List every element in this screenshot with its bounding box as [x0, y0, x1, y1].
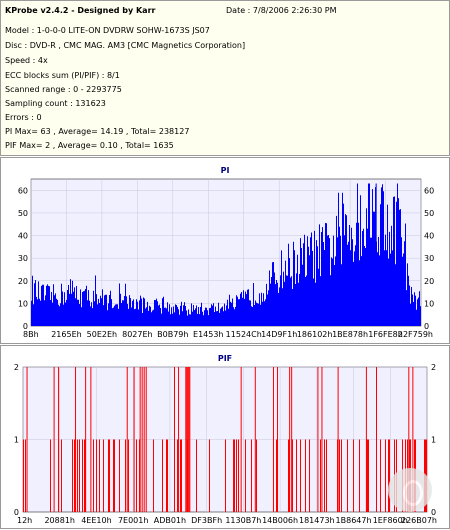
pif-x-tick-label: 20881h — [44, 516, 75, 525]
pif-x-tick-label: 226B07h — [401, 516, 437, 525]
pi-x-tick-label: 22F759h — [398, 330, 433, 339]
pi-y-tick-label: 40 — [18, 232, 28, 241]
pi-y-tick-label: 20 — [18, 277, 28, 286]
pi-y-tick-label: 0 — [23, 322, 28, 331]
pif-y-tick-label-right: 2 — [431, 363, 436, 372]
watermark-logo — [388, 468, 432, 512]
pi-x-tick-label: 1F6FE8h — [368, 330, 403, 339]
pif-x-tick-label: 1130B7h — [225, 516, 261, 525]
pif-series — [23, 367, 427, 512]
pif-y-tick-label: 2 — [14, 363, 19, 372]
pi-y-tick-label: 10 — [18, 299, 28, 308]
disc-line: Disc : DVD-R , CMC MAG. AM3 [CMC Magneti… — [5, 41, 246, 50]
pif-y-tick-label-right: 0 — [431, 508, 436, 517]
pi-x-tick-label: 8Bh — [23, 330, 39, 339]
pif-y-axis-left: 0 1 2 — [14, 363, 19, 517]
pi-y-tick-label-right: 50 — [424, 209, 434, 218]
pi-x-tick-label: 8027Eh — [122, 330, 152, 339]
pi-x-tick-label: 11524Ch — [226, 330, 262, 339]
pi-series — [31, 183, 421, 326]
pi-x-tick-label: E1453h — [193, 330, 223, 339]
errors-line: Errors : 0 — [5, 113, 42, 122]
pif-x-tick-label: ADB01h — [154, 516, 186, 525]
pif-x-axis: 12h 20881h 4EE10h 7E001h ADB01h DF3BFh 1130B7h… — [17, 516, 437, 525]
pif-x-tick-label: 4EE10h — [81, 516, 111, 525]
app-title: KProbe v2.4.2 - Designed by Karr — [5, 6, 156, 15]
pi-summary-line: PI Max= 63 , Average= 14.19 , Total= 238… — [5, 127, 190, 136]
pi-y-tick-label: 50 — [18, 209, 28, 218]
pif-chart-title: PIF — [218, 354, 232, 363]
pif-y-tick-label-right: 1 — [431, 436, 436, 445]
pi-x-tick-label: 50E2Eh — [87, 330, 117, 339]
pi-y-axis-left: 0 10 20 30 40 50 60 — [18, 186, 28, 331]
info-panel: KProbe v2.4.2 - Designed by Karr Date : … — [0, 0, 450, 156]
pi-y-tick-label: 30 — [18, 254, 28, 263]
sampling-line: Sampling count : 131623 — [5, 99, 106, 108]
pi-chart-panel: PI 0 10 20 30 40 50 60 0 10 20 30 40 50 60 8Bh 2165Eh… — [0, 157, 450, 344]
pi-x-tick-label: 186102h — [297, 330, 333, 339]
pif-summary-line: PIF Max= 2 , Average= 0.10 , Total= 1635 — [5, 141, 174, 150]
pi-x-tick-label: 14D9F1h — [261, 330, 297, 339]
pif-x-tick-label: 12h — [17, 516, 32, 525]
pi-series-area — [31, 183, 421, 326]
pi-y-tick-label: 60 — [18, 186, 28, 195]
scan-date: Date : 7/8/2006 2:26:30 PM — [226, 6, 337, 15]
pif-y-tick-label: 0 — [14, 508, 19, 517]
pi-y-tick-label-right: 20 — [424, 277, 434, 286]
pif-x-tick-label: 7E001h — [118, 516, 148, 525]
pi-y-tick-label-right: 0 — [424, 322, 429, 331]
pi-y-tick-label-right: 10 — [424, 299, 434, 308]
pi-chart-title: PI — [221, 166, 230, 175]
pif-y-axis-right: 0 1 2 — [431, 363, 436, 517]
pif-x-tick-label: 1B8647h — [336, 516, 372, 525]
pi-y-tick-label-right: 30 — [424, 254, 434, 263]
range-line: Scanned range : 0 - 2293775 — [5, 85, 122, 94]
speed-line: Speed : 4x — [5, 56, 48, 65]
pi-x-tick-label: 1BE878h — [332, 330, 368, 339]
model-line: Model : 1-0-0-0 LITE-ON DVDRW SOHW-1673S… — [5, 26, 210, 35]
pif-chart-panel: PIF 0 1 2 0 1 2 12h 20881h 4EE10h 7E001h ADB01h D… — [0, 345, 450, 529]
pif-x-tick-label: DF3BFh — [191, 516, 222, 525]
pi-chart: PI 0 10 20 30 40 50 60 0 10 20 30 40 50 60 8Bh 2165Eh… — [18, 166, 434, 339]
pif-chart: PIF 0 1 2 0 1 2 12h 20881h 4EE10h 7E001h ADB01h D… — [14, 354, 437, 525]
pif-y-tick-label: 1 — [14, 436, 19, 445]
pi-x-tick-label: 2165Eh — [51, 330, 81, 339]
pi-y-tick-label-right: 60 — [424, 186, 434, 195]
pi-x-axis: 8Bh 2165Eh 50E2Eh 8027Eh B0B79h E1453h 11524Ch… — [23, 330, 433, 339]
ecc-line: ECC blocks sum (PI/PIF) : 8/1 — [5, 71, 120, 80]
pif-x-tick-label: 1EF860h — [373, 516, 408, 525]
pif-x-tick-label: 181473h — [299, 516, 335, 525]
pi-y-tick-label-right: 40 — [424, 232, 434, 241]
pif-x-tick-label: 14B006h — [262, 516, 298, 525]
pi-y-axis-right: 0 10 20 30 40 50 60 — [424, 186, 434, 331]
pi-x-tick-label: B0B79h — [157, 330, 188, 339]
